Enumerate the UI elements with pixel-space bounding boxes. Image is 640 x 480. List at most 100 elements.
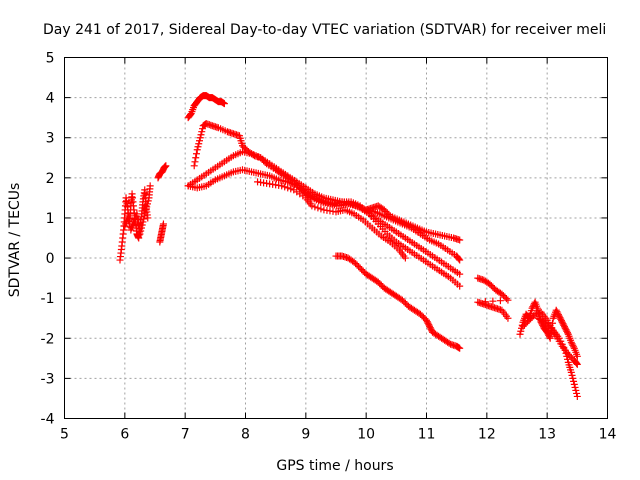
data-point xyxy=(519,322,527,330)
y-tick-label: -1 xyxy=(41,291,55,307)
data-point xyxy=(146,182,154,190)
data-point xyxy=(191,158,199,166)
data-point xyxy=(199,125,207,133)
data-point xyxy=(573,389,581,397)
data-point xyxy=(374,278,382,286)
data-point xyxy=(525,316,533,324)
data-point xyxy=(359,267,367,275)
y-tick-label: 3 xyxy=(46,131,55,147)
data-point xyxy=(564,329,572,337)
data-point xyxy=(317,205,325,213)
data-point xyxy=(545,323,553,331)
data-point xyxy=(136,230,144,238)
data-point xyxy=(566,352,574,360)
data-point xyxy=(400,298,408,306)
data-point xyxy=(564,350,572,358)
data-point xyxy=(423,318,431,326)
data-point xyxy=(419,313,427,321)
data-point xyxy=(562,326,570,334)
data-point xyxy=(489,283,497,291)
series-arc-f xyxy=(190,120,464,264)
data-point xyxy=(573,360,581,368)
data-point xyxy=(137,224,145,232)
data-point xyxy=(553,308,561,316)
series-arc-o xyxy=(534,314,581,368)
series-arc-e xyxy=(184,92,228,122)
x-tick-label: 9 xyxy=(301,427,310,443)
data-point xyxy=(380,206,388,214)
data-point xyxy=(311,203,319,211)
data-point xyxy=(423,316,430,324)
data-point xyxy=(572,386,580,394)
x-tick-label: 11 xyxy=(418,427,436,443)
data-point xyxy=(557,317,565,325)
data-point xyxy=(353,261,361,269)
data-point xyxy=(445,339,453,347)
data-point xyxy=(284,184,292,192)
data-point xyxy=(567,338,575,346)
series-arc-h xyxy=(184,166,464,290)
data-point xyxy=(456,236,464,244)
data-point xyxy=(193,146,201,154)
data-point xyxy=(383,209,391,217)
data-point xyxy=(555,312,563,320)
data-point xyxy=(242,145,249,153)
data-point xyxy=(568,371,576,379)
data-point xyxy=(314,204,322,212)
data-point xyxy=(504,314,512,322)
data-point xyxy=(350,258,358,266)
data-point xyxy=(195,140,203,148)
data-point xyxy=(240,143,248,151)
data-point xyxy=(456,344,464,352)
plot-frame xyxy=(64,57,608,419)
data-point xyxy=(376,280,384,288)
data-point xyxy=(573,352,581,360)
data-point xyxy=(567,353,575,361)
data-point xyxy=(355,263,363,271)
y-tick-label: -2 xyxy=(41,331,55,347)
data-point xyxy=(401,254,409,262)
x-tick-label: 6 xyxy=(120,427,129,443)
data-point xyxy=(524,318,532,326)
data-point xyxy=(543,321,551,329)
data-point xyxy=(398,296,406,304)
data-point xyxy=(554,311,562,319)
y-tick-label: -3 xyxy=(41,371,55,387)
x-tick-labels: 5 6 7 8 9 10 11 12 13 14 xyxy=(60,427,616,443)
data-point xyxy=(522,319,530,327)
data-point xyxy=(499,292,507,300)
data-point xyxy=(561,323,569,331)
data-point xyxy=(143,203,151,211)
data-point xyxy=(377,281,385,289)
data-point xyxy=(563,327,571,335)
data-point xyxy=(194,143,202,151)
data-point xyxy=(561,324,569,332)
data-point xyxy=(401,299,409,307)
data-point xyxy=(560,321,568,329)
data-point xyxy=(287,185,295,193)
data-point xyxy=(527,315,535,323)
data-point xyxy=(570,343,578,351)
y-tick-label: -4 xyxy=(41,412,55,428)
data-point xyxy=(559,320,567,328)
data-point xyxy=(197,131,205,139)
data-point xyxy=(498,290,506,298)
data-point xyxy=(545,333,553,341)
chart-title: Day 241 of 2017, Sidereal Day-to-day VTE… xyxy=(43,22,606,38)
data-points xyxy=(116,92,581,400)
y-tick-label: 4 xyxy=(46,91,55,107)
data-point xyxy=(569,341,577,349)
data-point xyxy=(238,142,246,150)
series-arc-k xyxy=(332,252,464,352)
data-point xyxy=(542,320,550,328)
y-tick-label: 2 xyxy=(46,171,55,187)
data-point xyxy=(425,321,433,329)
x-tick-label: 13 xyxy=(538,427,556,443)
data-point xyxy=(455,255,463,263)
data-point xyxy=(546,334,554,342)
data-point xyxy=(192,154,200,162)
data-point xyxy=(140,212,148,220)
data-point xyxy=(573,359,581,367)
data-point xyxy=(496,297,504,305)
data-point xyxy=(134,215,142,223)
